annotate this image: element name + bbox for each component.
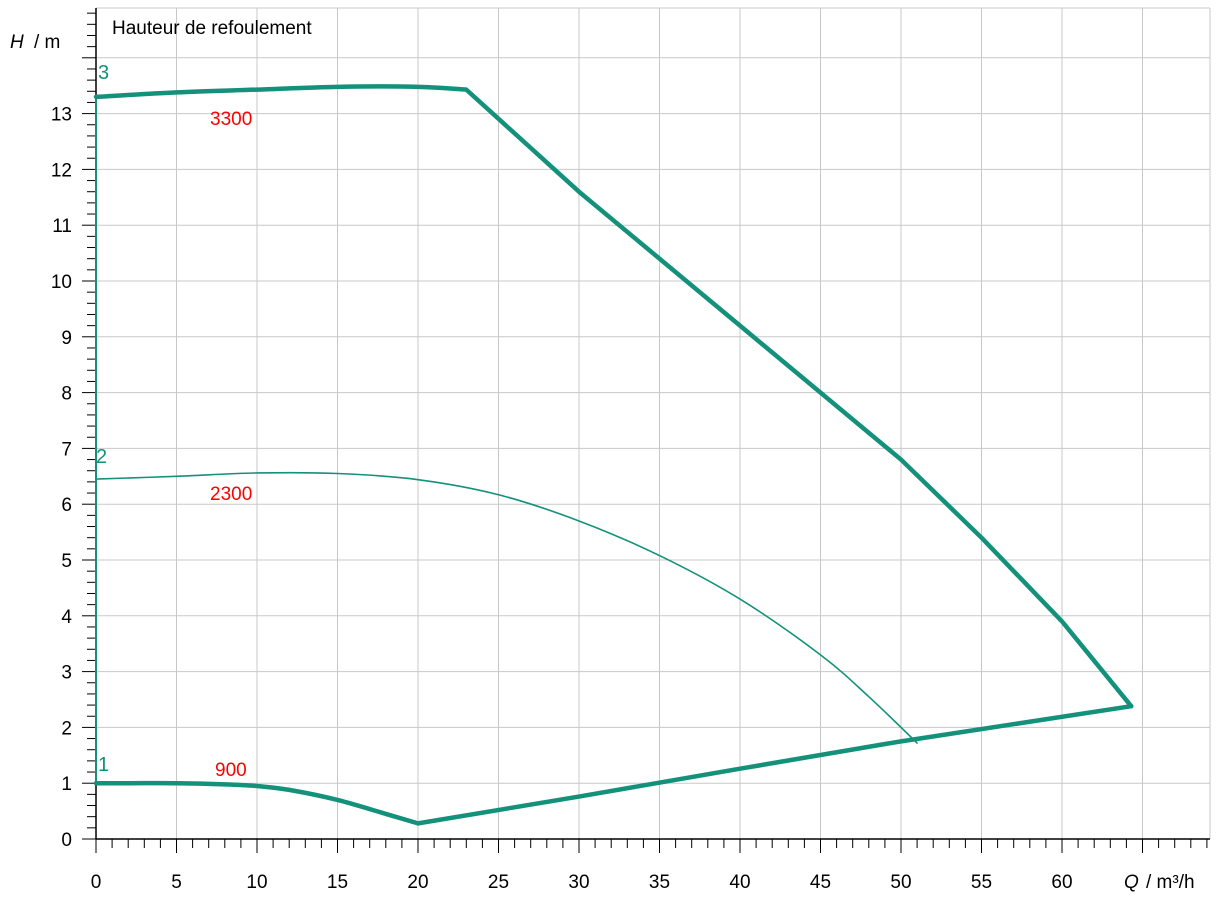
y-axis-symbol: H	[10, 32, 24, 53]
y-axis-unit: / m	[34, 32, 60, 53]
x-tick-label: 50	[890, 872, 911, 893]
plot-background	[96, 8, 1210, 839]
curve-2-line	[95, 471, 918, 744]
y-tick-label: 10	[51, 272, 72, 293]
y-tick-label: 5	[61, 551, 72, 572]
x-tick-label: 40	[729, 872, 750, 893]
curve-number-label: 1	[98, 754, 109, 776]
minor-ticks	[82, 12, 1208, 853]
x-tick-label: 45	[810, 872, 831, 893]
curve-1-line	[93, 780, 421, 826]
y-tick-label: 0	[61, 830, 72, 851]
y-tick-label: 12	[51, 160, 72, 181]
x-tick-label: 20	[407, 872, 428, 893]
lower-boundary-line	[415, 703, 1134, 826]
y-tick-label: 4	[61, 607, 72, 628]
y-tick-label: 2	[61, 718, 72, 739]
x-tick-label: 10	[246, 872, 267, 893]
y-tick-label: 3	[61, 663, 72, 684]
x-tick-label: 25	[488, 872, 509, 893]
y-tick-label: 7	[61, 439, 72, 460]
x-tick-label: 35	[649, 872, 670, 893]
curve-number-label: 2	[96, 446, 107, 468]
x-tick-label: 5	[171, 872, 182, 893]
x-tick-label: 0	[91, 872, 102, 893]
y-tick-label: 6	[61, 495, 72, 516]
curve-3-line	[93, 84, 1134, 709]
chart-title: Hauteur de refoulement	[112, 18, 312, 39]
y-tick-label: 1	[61, 774, 72, 795]
x-tick-label: 30	[568, 872, 589, 893]
x-tick-label: 15	[327, 872, 348, 893]
y-tick-label: 11	[52, 216, 72, 237]
curve-number-label: 3	[98, 62, 109, 84]
y-tick-label: 9	[61, 328, 72, 349]
x-axis-symbol: Q	[1124, 872, 1139, 893]
y-tick-label: 13	[51, 105, 72, 126]
x-tick-label: 55	[971, 872, 992, 893]
x-axis-unit: / m³/h	[1146, 872, 1195, 893]
speed-label: 900	[215, 760, 247, 781]
curve-labels: 1 900 2 2300 3 3300	[96, 62, 252, 781]
x-tick-label: 60	[1051, 872, 1072, 893]
y-tick-label: 8	[61, 384, 72, 405]
x-axis-label: Q / m³/h	[1124, 872, 1195, 893]
speed-label: 2300	[210, 484, 252, 505]
speed-label: 3300	[210, 109, 252, 130]
tick-labels: 0 5 10 15 20 25 30 35 40 45 50 55 600123456789101112…	[51, 105, 1073, 893]
curves	[93, 84, 1134, 826]
y-axis-label: H / m	[10, 32, 60, 53]
